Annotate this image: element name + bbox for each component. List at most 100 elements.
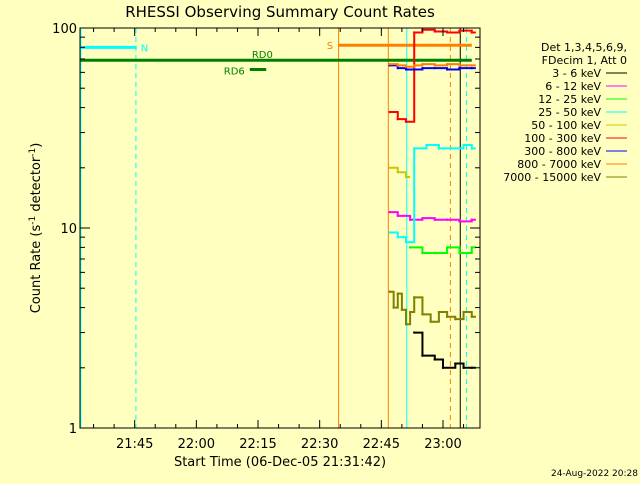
series-4-point-0	[388, 166, 391, 169]
series-7-point-1	[396, 64, 399, 67]
series-8-point-0	[388, 290, 391, 293]
series-7-point-0	[388, 62, 391, 66]
plot-area: N S RD0 RD6	[80, 28, 476, 428]
series-6-point-7	[458, 66, 461, 70]
series-2-point-4	[458, 251, 461, 255]
series-6-point-4	[421, 66, 424, 70]
series-5-point-2	[404, 120, 408, 123]
series-line-7	[389, 63, 476, 68]
x-axis: 21:45 22:00 22:15 22:30 22:45 23:00	[93, 28, 465, 452]
x-axis-label: Start Time (06-Dec-05 21:31:42)	[174, 455, 386, 470]
annotation-label-1: S	[327, 41, 333, 52]
series-2-point-5	[470, 246, 473, 249]
series-8-point-6	[413, 296, 416, 299]
series-6-point-5	[433, 66, 436, 70]
annotation-label-0: N	[141, 43, 148, 54]
series-8-point-5	[408, 310, 412, 314]
series-3-point-7	[462, 143, 465, 147]
annotation-label-2: RD0	[252, 50, 273, 61]
series-0-point-3	[441, 366, 445, 369]
y-tick-label-0: 1	[69, 422, 77, 437]
series-3-point-4	[425, 143, 428, 147]
series-4-point-1	[396, 171, 399, 174]
series-2-point-1	[421, 251, 424, 255]
series-8-point-13	[470, 315, 473, 318]
x-tick-label-3: 22:30	[301, 437, 338, 452]
series-2-point-3	[445, 246, 449, 249]
series-0-point-6	[470, 366, 473, 369]
x-tick-label-2: 22:15	[239, 437, 276, 452]
y-axis-label-sup1: -1	[28, 216, 38, 225]
series-line-1	[389, 211, 476, 223]
series-1-point-7	[470, 218, 473, 221]
series-8-point-4	[404, 323, 408, 326]
series-5-point-0	[388, 110, 391, 114]
legend-label-7: 800 - 7000 keV	[517, 158, 601, 171]
series-7-point-5	[433, 64, 436, 67]
series-0-point-0	[413, 331, 416, 334]
series-2-point-2	[433, 251, 436, 255]
x-tick-label-1: 22:00	[178, 437, 215, 452]
series-5-point-5	[433, 30, 436, 33]
series-3-point-8	[470, 147, 473, 150]
x-tick-label-5: 23:00	[424, 437, 461, 452]
series-0-point-2	[433, 358, 436, 361]
annotation-label-3: RD6	[224, 67, 245, 78]
series-7-point-2	[404, 65, 408, 68]
series-7-point-7	[458, 64, 461, 67]
legend-label-5: 100 - 300 keV	[524, 132, 601, 145]
series-line-3	[389, 144, 476, 244]
x-tick-label-0: 21:45	[116, 437, 153, 452]
legend-label-6: 300 - 800 keV	[524, 145, 601, 158]
series-1-point-2	[408, 218, 412, 221]
y-axis-label-end: )	[29, 143, 44, 148]
series-7-point-3	[413, 64, 416, 67]
series-8-point-8	[429, 320, 432, 323]
series-line-5	[389, 28, 476, 123]
series-2-point-0	[408, 246, 412, 249]
series-5-point-3	[413, 31, 416, 34]
x-tick-label-4: 22:45	[363, 437, 400, 452]
series-0-point-1	[421, 354, 424, 357]
series-1-point-6	[458, 220, 461, 223]
series-1-point-0	[388, 210, 391, 214]
series-8-point-9	[437, 310, 441, 314]
legend-label-0: 3 - 6 keV	[552, 67, 601, 80]
series-8-point-1	[392, 306, 395, 309]
footer-date: 24-Aug-2022 20:28	[551, 469, 638, 479]
legend-label-4: 50 - 100 keV	[531, 119, 601, 132]
series-4-point-2	[404, 175, 408, 179]
legend-label-8: 7000 - 15000 keV	[503, 171, 601, 184]
series-0-point-5	[462, 366, 465, 369]
series-3-point-3	[413, 147, 416, 150]
series-5-point-6	[445, 31, 449, 34]
series-8-point-3	[400, 308, 404, 311]
y-axis-label-mid: detector	[29, 156, 44, 216]
series-8-point-7	[421, 313, 424, 316]
series-8-point-12	[462, 310, 465, 314]
series-1-point-3	[421, 216, 424, 220]
y-axis-label-main: Count Rate (s	[29, 225, 44, 314]
series-0-point-4	[454, 362, 457, 365]
series-3-point-5	[437, 147, 441, 150]
series-3-point-1	[396, 235, 399, 239]
series-3-point-0	[388, 231, 391, 234]
series-7-point-8	[470, 64, 473, 67]
series-7-point-4	[421, 62, 424, 66]
series-6-point-6	[445, 68, 449, 71]
y-axis-label: Count Rate (s-1 detector-1)	[28, 143, 44, 314]
legend: Det 1,3,4,5,6,9, FDecim 1, Att 0 3 - 6 k…	[503, 41, 627, 184]
series-8-point-2	[396, 292, 399, 295]
series-3-point-6	[450, 147, 453, 150]
series-5-point-1	[396, 117, 399, 121]
series-1-point-5	[445, 218, 449, 221]
series-1-point-4	[433, 218, 436, 221]
series-1-point-1	[396, 214, 399, 218]
series-3-point-2	[404, 240, 408, 244]
series-8-point-11	[454, 317, 457, 321]
series-8-point-10	[445, 315, 449, 318]
series-6-point-2	[404, 68, 408, 71]
